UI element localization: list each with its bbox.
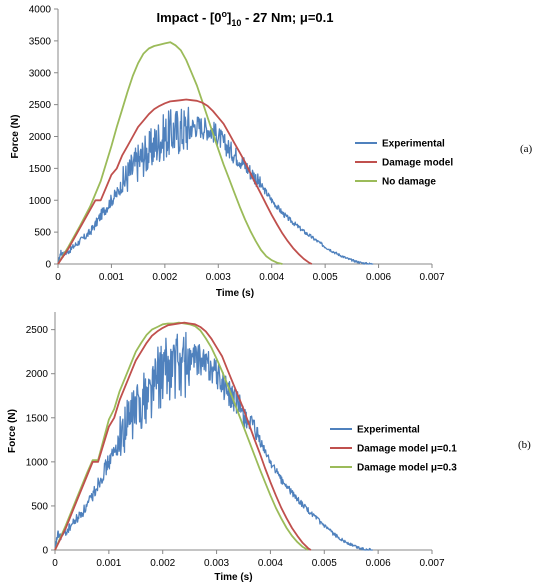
x-axis-title: Time (s) bbox=[216, 288, 254, 299]
x-tick-label: 0.003 bbox=[206, 272, 231, 283]
y-tick-label: 0 bbox=[42, 546, 48, 557]
legend-label: No damage bbox=[382, 177, 436, 188]
x-tick-label: 0.003 bbox=[204, 558, 229, 569]
y-tick-label: 3500 bbox=[29, 36, 52, 47]
x-tick-label: 0.007 bbox=[419, 558, 444, 569]
x-tick-label: 0.001 bbox=[96, 558, 121, 569]
y-tick-label: 1000 bbox=[26, 457, 49, 468]
y-axis-title: Force (N) bbox=[7, 409, 18, 453]
y-tick-label: 500 bbox=[31, 501, 48, 512]
y-tick-label: 0 bbox=[45, 260, 51, 271]
series-line bbox=[57, 98, 313, 265]
x-tick-label: 0.006 bbox=[366, 558, 391, 569]
y-axis-title: Force (N) bbox=[10, 115, 21, 159]
x-tick-label: 0.007 bbox=[419, 272, 444, 283]
x-tick-label: 0.002 bbox=[150, 558, 175, 569]
series-line bbox=[57, 41, 283, 265]
x-tick-label: 0.005 bbox=[312, 558, 337, 569]
y-tick-label: 4000 bbox=[29, 5, 52, 16]
legend-label: Damage model bbox=[382, 158, 453, 169]
y-tick-label: 500 bbox=[34, 228, 51, 239]
x-tick-label: 0.001 bbox=[99, 272, 124, 283]
y-tick-label: 3000 bbox=[29, 68, 52, 79]
x-tick-label: 0.006 bbox=[366, 272, 391, 283]
x-tick-label: 0 bbox=[55, 272, 61, 283]
chart-panel-b: 0 0.001 0.002 0.003 0.004 0.005 0.006 0.007 0 500… bbox=[7, 312, 531, 583]
panel-label-b: (b) bbox=[518, 439, 531, 451]
legend-b: Experimental Damage model μ=0.1 Damage mod… bbox=[330, 425, 457, 474]
x-tick-label: 0.004 bbox=[258, 558, 283, 569]
y-tick-label: 1500 bbox=[29, 164, 52, 175]
y-tick-label: 2500 bbox=[29, 100, 52, 111]
y-tick-label: 1000 bbox=[29, 196, 52, 207]
y-tick-label: 1500 bbox=[26, 413, 49, 424]
legend-label: Damage model μ=0.3 bbox=[357, 463, 457, 474]
y-tick-label: 2000 bbox=[26, 369, 49, 380]
x-tick-label: 0 bbox=[52, 558, 58, 569]
legend-label: Damage model μ=0.1 bbox=[357, 444, 457, 455]
panel-label-a: (a) bbox=[520, 143, 533, 155]
series-line bbox=[54, 321, 312, 551]
chart-panel-a: Impact - [0o]10 - 27 Nm; μ=0.1 0 0.001 0.0… bbox=[10, 5, 533, 300]
legend-label: Experimental bbox=[382, 139, 445, 150]
legend-label: Experimental bbox=[357, 425, 420, 436]
legend-a: Experimental Damage model No damage bbox=[355, 139, 453, 188]
plot-area-a: 0 0.001 0.002 0.003 0.004 0.005 0.006 0.007 0 500… bbox=[10, 5, 445, 300]
series-line bbox=[57, 106, 374, 265]
plot-area-b: 0 0.001 0.002 0.003 0.004 0.005 0.006 0.007 0 500… bbox=[7, 312, 445, 583]
series-line bbox=[54, 321, 309, 551]
y-tick-label: 2000 bbox=[29, 132, 52, 143]
x-tick-label: 0.005 bbox=[313, 272, 338, 283]
x-axis-title: Time (s) bbox=[214, 572, 252, 583]
series-line bbox=[54, 331, 373, 551]
x-tick-label: 0.002 bbox=[152, 272, 177, 283]
y-tick-label: 2500 bbox=[26, 325, 49, 336]
x-tick-label: 0.004 bbox=[259, 272, 284, 283]
chart-title: Impact - [0o]10 - 27 Nm; μ=0.1 bbox=[156, 9, 333, 28]
